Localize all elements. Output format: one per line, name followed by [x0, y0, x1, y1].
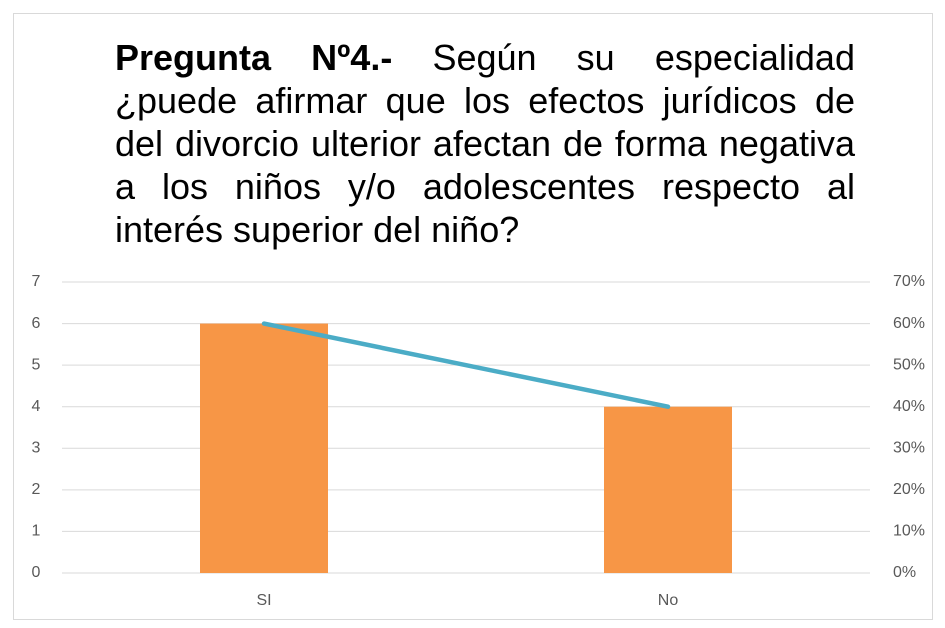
y-tick-label: 4: [32, 398, 41, 415]
y2-tick-label: 30%: [893, 440, 925, 457]
bar: [604, 406, 732, 573]
y2-tick-label: 40%: [893, 398, 925, 415]
y-tick-label: 7: [32, 273, 41, 290]
y2-tick-label: 20%: [893, 481, 925, 498]
x-tick-label: SI: [256, 592, 271, 609]
chart-border: [13, 13, 933, 620]
chart-title: Pregunta Nº4.- Según su especialidad ¿pu…: [115, 36, 855, 251]
y2-tick-label: 50%: [893, 356, 925, 373]
y-tick-label: 2: [32, 481, 41, 498]
x-tick-label: No: [658, 592, 679, 609]
y2-tick-label: 10%: [893, 523, 925, 540]
y2-tick-label: 70%: [893, 273, 925, 290]
title-lead: Pregunta Nº4.-: [115, 37, 393, 78]
y-tick-label: 3: [32, 440, 41, 457]
y2-tick-label: 60%: [893, 315, 925, 332]
y2-tick-label: 0%: [893, 564, 916, 581]
bar: [200, 323, 328, 573]
title-text: Según su especialidad ¿puede afirmar que…: [115, 37, 855, 250]
y-tick-label: 1: [32, 523, 41, 540]
y-tick-label: 0: [32, 564, 41, 581]
line: [261, 321, 671, 409]
y-tick-label: 6: [32, 315, 41, 332]
y-tick-label: 5: [32, 356, 41, 373]
